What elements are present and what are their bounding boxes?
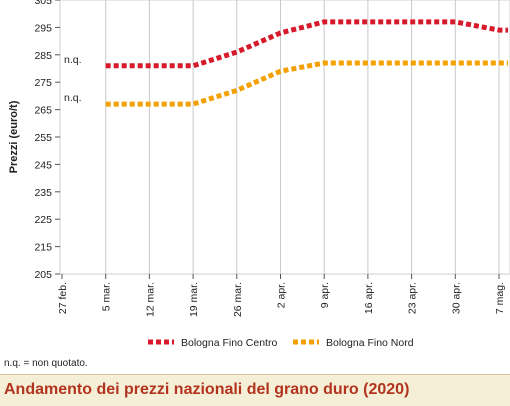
y-tick-label: 305	[34, 0, 52, 7]
x-tick-label: 27 feb.	[57, 282, 69, 314]
y-axis-title: Prezzi (euro/t)	[8, 100, 20, 173]
y-tick-label: 295	[34, 22, 52, 34]
x-tick-label: 30 apr.	[450, 282, 462, 314]
y-tick-label: 285	[34, 50, 52, 62]
x-tick-label: 23 apr.	[407, 282, 419, 314]
price-chart: 205 215 225 235 245 255 265 275 285 295 305 27 feb…	[8, 0, 510, 349]
x-tick-label: 9 apr.	[319, 282, 331, 308]
series-start-label: n.q.	[64, 54, 82, 66]
x-tick-label: 5 mar.	[101, 282, 113, 311]
y-tick-label: 275	[34, 77, 52, 89]
y-tick-label: 255	[34, 132, 52, 144]
series-start-label: n.q.	[64, 92, 82, 104]
plot-area	[59, 0, 510, 275]
chart-title: Andamento dei prezzi nazionali del grano…	[4, 381, 410, 398]
series-line-nord	[105, 60, 508, 107]
caption-bar: Andamento dei prezzi nazionali del grano…	[0, 374, 510, 406]
y-tick-label: 205	[34, 269, 52, 281]
series-line-centro	[105, 19, 508, 69]
footnote: n.q. = non quotato.	[4, 358, 88, 369]
x-tick-label: 12 mar.	[144, 282, 156, 317]
y-tick-label: 265	[34, 105, 52, 117]
y-tick-label: 245	[34, 159, 52, 171]
x-tick-label: 26 mar.	[232, 282, 244, 317]
x-tick-label: 16 apr.	[363, 282, 375, 314]
legend-label: Bologna Fino Centro	[181, 337, 277, 349]
x-tick-label: 2 apr.	[276, 282, 288, 308]
legend-label: Bologna Fino Nord	[326, 337, 414, 349]
x-tick-label: 19 mar.	[188, 282, 200, 317]
y-tick-label: 215	[34, 242, 52, 254]
x-tick-label: 7 mag.	[494, 282, 506, 314]
y-tick-label: 235	[34, 187, 52, 199]
y-tick-label: 225	[34, 214, 52, 226]
